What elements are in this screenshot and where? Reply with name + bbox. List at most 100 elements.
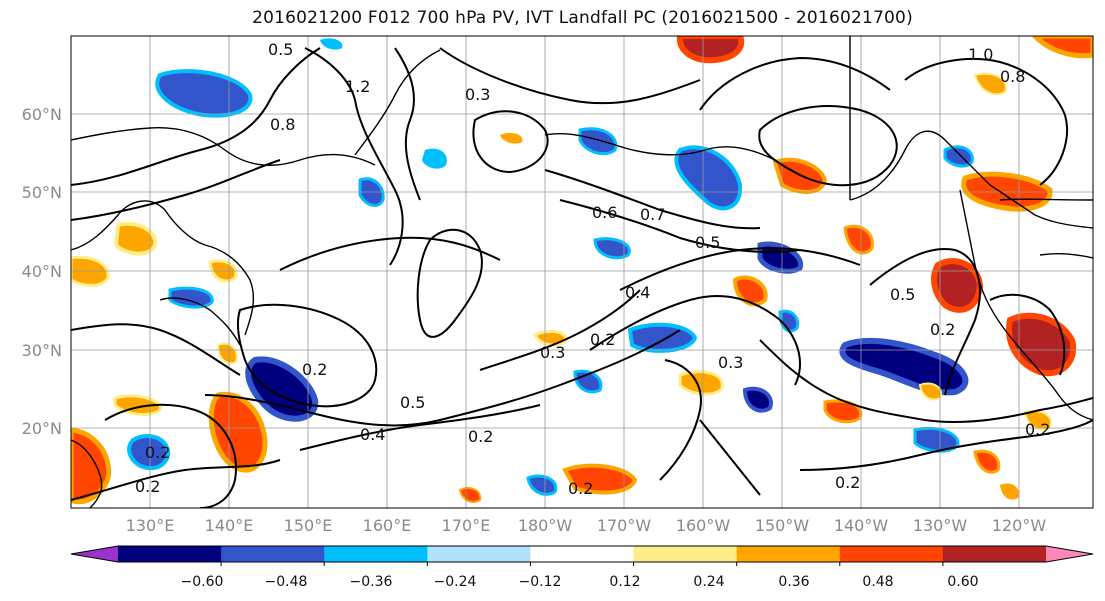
map-frame bbox=[70, 35, 1094, 509]
lon-label: 160°W bbox=[676, 516, 731, 535]
positive-anomaly-region bbox=[931, 258, 984, 313]
negative-anomaly-region bbox=[168, 286, 214, 309]
colorbar-tick-label: −0.36 bbox=[350, 574, 393, 590]
contour-label: 0.8 bbox=[1000, 67, 1025, 86]
positive-anomaly-region bbox=[732, 275, 768, 307]
negative-anomaly-region bbox=[913, 426, 960, 453]
colorbar-tick-label: −0.60 bbox=[181, 574, 224, 590]
positive-anomaly-region bbox=[113, 221, 158, 256]
positive-anomaly-region bbox=[843, 224, 874, 255]
contour-labels: 0.5 1.2 0.8 0.3 0.7 0.6 0.5 0.4 0.2 0.3 … bbox=[135, 40, 1050, 498]
colorbar-tick-label: 0.24 bbox=[693, 574, 724, 590]
contour-label: 0.2 bbox=[930, 320, 955, 339]
lat-label: 30°N bbox=[22, 341, 62, 360]
lon-label: 140°W bbox=[834, 516, 889, 535]
negative-anomaly-region bbox=[742, 386, 773, 413]
lon-label: 130°W bbox=[913, 516, 968, 535]
negative-anomaly-region bbox=[422, 148, 447, 169]
positive-anomaly-region bbox=[562, 463, 638, 495]
colorbar-tick-label: 0.48 bbox=[862, 574, 893, 590]
contour-label: 0.5 bbox=[695, 233, 720, 252]
contour-label: 0.2 bbox=[1025, 420, 1050, 439]
contour-label: 0.5 bbox=[400, 393, 425, 412]
colorbar-tick-label: −0.48 bbox=[265, 574, 308, 590]
positive-anomaly-region bbox=[71, 427, 112, 505]
positive-anomaly-region bbox=[973, 449, 1001, 474]
negative-anomaly-region bbox=[155, 69, 253, 118]
lat-label: 20°N bbox=[22, 419, 62, 438]
lon-label: 150°E bbox=[284, 516, 333, 535]
colorbar-min-extension bbox=[71, 546, 118, 562]
positive-anomaly-region bbox=[678, 370, 724, 396]
contour-label: 0.3 bbox=[540, 343, 565, 362]
colorbar-swatch bbox=[633, 546, 738, 562]
colorbar-max-extension bbox=[1046, 546, 1093, 562]
contour-label: 0.2 bbox=[135, 477, 160, 496]
negative-anomaly-region bbox=[593, 237, 631, 260]
colorbar-swatch bbox=[324, 546, 428, 562]
negative-anomaly-region bbox=[320, 38, 343, 50]
contour-label: 0.5 bbox=[890, 285, 915, 304]
colorbar-swatch bbox=[221, 546, 325, 562]
negative-anomaly-region bbox=[778, 309, 800, 333]
colorbar-swatch bbox=[530, 546, 635, 562]
lat-label: 40°N bbox=[22, 262, 62, 281]
contour-label: 0.2 bbox=[468, 427, 493, 446]
positive-anomaly-region bbox=[823, 399, 863, 424]
positive-anomaly-region bbox=[1006, 312, 1077, 377]
coastlines bbox=[71, 36, 1093, 508]
colorbar-swatch bbox=[736, 546, 841, 562]
colorbar-tick-label: 0.12 bbox=[609, 574, 640, 590]
contour-label: 0.2 bbox=[590, 330, 615, 349]
lon-label: 140°E bbox=[205, 516, 254, 535]
contour-label: 0.8 bbox=[270, 115, 295, 134]
contour-label: 1.2 bbox=[345, 77, 370, 96]
pv-contours bbox=[71, 47, 1093, 508]
positive-anomaly-region bbox=[208, 391, 268, 473]
colorbar-swatch bbox=[942, 546, 1047, 562]
colorbar-swatch bbox=[839, 546, 944, 562]
negative-anomaly-region bbox=[627, 322, 698, 353]
contour-label: 0.5 bbox=[268, 40, 293, 59]
negative-anomaly-region bbox=[839, 337, 969, 396]
positive-anomaly-region bbox=[676, 36, 745, 64]
colorbar-tick-label: −0.24 bbox=[434, 574, 477, 590]
colorbar-swatch bbox=[118, 546, 222, 562]
colorbar-tick-label: 0.60 bbox=[947, 574, 978, 590]
lon-label: 180°W bbox=[518, 516, 573, 535]
negative-anomaly-region bbox=[127, 434, 171, 471]
contour-label: 0.7 bbox=[640, 205, 665, 224]
negative-anomaly-region bbox=[578, 127, 618, 156]
colorbar-outline bbox=[70, 545, 1094, 563]
lon-label: 150°W bbox=[755, 516, 810, 535]
contour-label: 0.2 bbox=[568, 479, 593, 498]
contour-label: 0.2 bbox=[302, 360, 327, 379]
contour-label: 0.2 bbox=[835, 473, 860, 492]
lon-label: 170°W bbox=[597, 516, 652, 535]
lat-label: 50°N bbox=[22, 183, 62, 202]
negative-anomaly-region bbox=[245, 356, 319, 422]
contour-label: 1.0 bbox=[968, 45, 993, 64]
lon-label: 170°E bbox=[442, 516, 491, 535]
positive-anomaly-region bbox=[216, 342, 238, 365]
positive-anomaly-region bbox=[458, 487, 482, 503]
lon-label: 160°E bbox=[363, 516, 412, 535]
shaded-anomaly-layer bbox=[71, 36, 1093, 505]
contour-label: 0.4 bbox=[625, 283, 650, 302]
longitude-labels: 130°E 140°E 150°E 160°E 170°E 180°W 170°… bbox=[126, 516, 1047, 535]
colorbar-swatch bbox=[427, 546, 531, 562]
contour-label: 0.3 bbox=[718, 353, 743, 372]
map-title: 2016021200 F012 700 hPa PV, IVT Landfall… bbox=[252, 8, 913, 28]
negative-anomaly-region bbox=[674, 145, 743, 211]
negative-anomaly-region bbox=[526, 474, 558, 496]
contour-label: 0.4 bbox=[360, 425, 385, 444]
colorbar-tick-labels: −0.60 −0.48 −0.36 −0.24 −0.12 0.12 0.24 … bbox=[181, 574, 979, 590]
positive-anomaly-region bbox=[1000, 483, 1019, 500]
contour-label: 0.6 bbox=[592, 203, 617, 222]
colorbar-tick-label: 0.36 bbox=[778, 574, 809, 590]
latitude-labels: 60°N 50°N 40°N 30°N 20°N bbox=[22, 105, 62, 438]
lon-label: 130°E bbox=[126, 516, 175, 535]
colorbar bbox=[70, 545, 1094, 566]
positive-anomaly-region bbox=[973, 72, 1007, 96]
